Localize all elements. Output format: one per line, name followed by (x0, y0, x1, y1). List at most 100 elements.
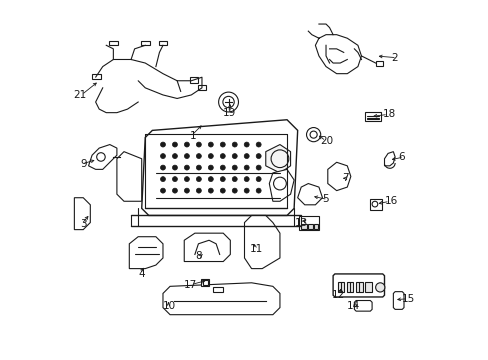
Circle shape (160, 154, 165, 158)
Circle shape (172, 177, 177, 181)
Circle shape (256, 188, 261, 193)
Circle shape (256, 177, 261, 181)
Text: 12: 12 (331, 290, 345, 300)
Circle shape (232, 165, 237, 170)
Circle shape (220, 142, 225, 147)
Polygon shape (297, 184, 322, 205)
Polygon shape (142, 120, 297, 215)
Circle shape (184, 142, 189, 147)
Bar (313, 224, 317, 229)
Bar (92, 74, 101, 79)
Bar (375, 61, 383, 66)
Polygon shape (392, 292, 403, 309)
Polygon shape (117, 152, 142, 201)
Circle shape (160, 188, 165, 193)
Circle shape (208, 177, 213, 181)
Circle shape (172, 188, 177, 193)
Bar (346, 282, 352, 292)
Text: 11: 11 (249, 244, 263, 254)
Bar (355, 282, 362, 292)
Text: 7: 7 (341, 173, 348, 183)
Circle shape (196, 154, 201, 158)
Bar (201, 279, 209, 286)
Text: 10: 10 (163, 301, 176, 311)
Polygon shape (163, 283, 279, 315)
Bar (141, 41, 149, 45)
Polygon shape (74, 198, 90, 230)
Polygon shape (332, 274, 384, 297)
Circle shape (220, 154, 225, 158)
Polygon shape (327, 162, 350, 191)
Polygon shape (384, 152, 394, 166)
Circle shape (196, 165, 201, 170)
Circle shape (184, 165, 189, 170)
Text: 1: 1 (190, 131, 196, 141)
Circle shape (196, 142, 201, 147)
Circle shape (244, 142, 249, 147)
Circle shape (184, 154, 189, 158)
Polygon shape (129, 237, 163, 269)
Text: 9: 9 (80, 159, 86, 169)
Circle shape (220, 165, 225, 170)
Circle shape (184, 177, 189, 181)
Circle shape (256, 142, 261, 147)
Circle shape (208, 165, 213, 170)
Bar (301, 224, 306, 229)
Bar (189, 77, 198, 82)
Text: 19: 19 (223, 108, 236, 118)
Circle shape (196, 177, 201, 181)
Circle shape (160, 165, 165, 170)
Circle shape (256, 165, 261, 170)
Circle shape (256, 154, 261, 158)
Circle shape (172, 142, 177, 147)
Text: 17: 17 (183, 280, 196, 289)
Text: 2: 2 (391, 53, 397, 63)
Circle shape (160, 142, 165, 147)
Text: 8: 8 (195, 251, 201, 261)
Text: 6: 6 (398, 152, 405, 162)
Circle shape (244, 188, 249, 193)
Circle shape (306, 127, 320, 142)
Circle shape (208, 142, 213, 147)
Polygon shape (265, 145, 290, 173)
Bar (212, 287, 223, 292)
Bar (307, 224, 312, 229)
Text: 21: 21 (73, 90, 86, 100)
Circle shape (220, 177, 225, 181)
Bar (364, 282, 371, 292)
Polygon shape (184, 233, 230, 261)
Text: 5: 5 (322, 194, 328, 204)
Text: 3: 3 (80, 219, 86, 229)
Circle shape (244, 165, 249, 170)
Circle shape (232, 188, 237, 193)
Bar (364, 112, 380, 121)
Circle shape (375, 283, 384, 292)
Bar (337, 282, 344, 292)
Circle shape (160, 177, 165, 181)
Polygon shape (88, 145, 117, 169)
Circle shape (232, 177, 237, 181)
Text: 18: 18 (382, 109, 395, 120)
Text: 15: 15 (402, 294, 415, 304)
Polygon shape (354, 301, 371, 311)
Bar (109, 41, 118, 45)
Bar (202, 280, 207, 285)
Circle shape (208, 154, 213, 158)
Circle shape (218, 92, 238, 112)
Text: 16: 16 (384, 196, 397, 206)
Circle shape (208, 188, 213, 193)
Circle shape (244, 154, 249, 158)
Circle shape (172, 165, 177, 170)
Bar (198, 85, 205, 90)
Circle shape (172, 154, 177, 158)
Circle shape (232, 154, 237, 158)
Circle shape (220, 188, 225, 193)
Circle shape (196, 188, 201, 193)
Polygon shape (244, 215, 279, 269)
Polygon shape (269, 169, 293, 201)
Circle shape (232, 142, 237, 147)
Text: 20: 20 (320, 136, 333, 146)
Bar (159, 41, 167, 45)
Text: 13: 13 (294, 217, 307, 228)
Circle shape (184, 188, 189, 193)
